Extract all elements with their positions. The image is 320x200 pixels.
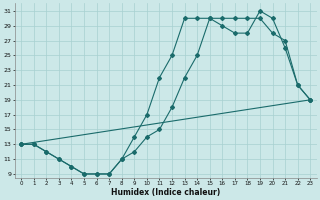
X-axis label: Humidex (Indice chaleur): Humidex (Indice chaleur) <box>111 188 220 197</box>
